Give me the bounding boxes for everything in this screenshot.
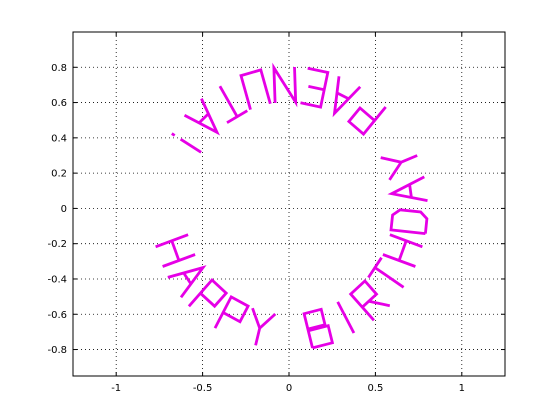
ring-letter — [167, 265, 207, 299]
plot-area — [72, 31, 506, 377]
axes-frame — [72, 31, 506, 377]
ring-letter — [183, 98, 221, 136]
ring-letter — [367, 256, 405, 289]
x-tick-label: 0.5 — [367, 383, 383, 394]
ring-letter — [171, 132, 202, 154]
ring-letter — [218, 85, 249, 124]
y-tick-label: 0.4 — [51, 133, 67, 144]
y-tick-label: 0.2 — [51, 169, 67, 180]
x-tick-label: -1 — [111, 383, 121, 394]
ring-letter — [389, 208, 429, 235]
y-tick-label: -0.6 — [47, 310, 67, 321]
text-ring — [155, 62, 429, 350]
ring-letter — [272, 62, 298, 108]
y-tick-label: -0.8 — [47, 345, 67, 356]
x-tick-label: 0 — [286, 383, 292, 394]
ring-letter — [251, 307, 277, 346]
ring-letter — [387, 175, 428, 202]
y-tick-label: 0.6 — [51, 98, 67, 109]
y-tick-label: 0 — [61, 204, 67, 215]
ring-letter — [300, 66, 330, 109]
ring-letter — [155, 233, 196, 268]
y-tick-labels: -0.8 -0.6 -0.4 -0.2 0 0.2 0.4 0.6 0.8 — [47, 63, 67, 356]
x-tick-labels: -1 -0.5 0 0.5 1 — [111, 383, 465, 394]
tick-marks — [73, 32, 505, 376]
ring-letter — [348, 278, 391, 322]
ring-letter — [336, 301, 356, 334]
ring-letter — [302, 307, 335, 350]
ring-letter — [187, 277, 229, 309]
ring-letter — [332, 76, 362, 118]
y-tick-label: 0.8 — [51, 63, 67, 74]
y-tick-label: -0.4 — [47, 274, 67, 285]
ring-letter — [380, 154, 418, 181]
x-tick-label: 1 — [459, 383, 465, 394]
ring-letter — [382, 233, 423, 268]
ring-letter — [213, 294, 250, 329]
ring-letter — [239, 68, 272, 110]
y-tick-label: -0.2 — [47, 239, 67, 250]
grid-lines — [73, 32, 505, 376]
ring-letter — [346, 106, 387, 137]
x-tick-label: -0.5 — [193, 383, 213, 394]
